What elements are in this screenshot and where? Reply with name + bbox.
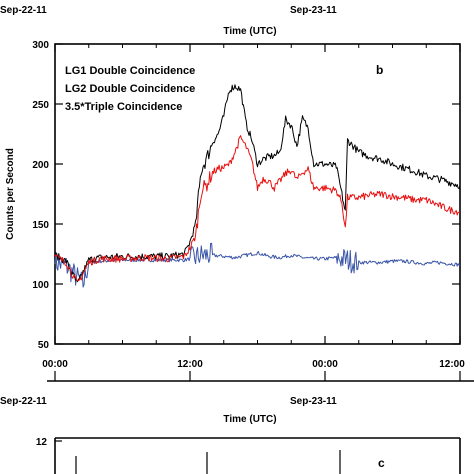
top-ticks: [54, 44, 461, 344]
top-date-label-1: Sep-22-11: [0, 5, 47, 16]
x-tick-label-3: 12:00: [439, 359, 465, 370]
y-tick-label-150: 150: [32, 220, 49, 231]
panel-letter-c: c: [378, 456, 385, 470]
series-line-lg1: [54, 135, 461, 282]
y-tick-label-250: 250: [32, 100, 49, 111]
panel-c-date-label-2: Sep-23-11: [290, 396, 337, 407]
x-tick-label-0: 00:00: [42, 359, 68, 370]
series-line-lg2: [54, 84, 461, 283]
top-axis-title: Time (UTC): [223, 26, 276, 37]
panel-c-date-label-1: Sep-22-11: [0, 396, 47, 407]
series-line-triple: [54, 242, 461, 288]
x-tick-labels: 00:00 12:00 00:00 12:00: [42, 359, 465, 370]
y-ticks: 50 100 150 200 250 300: [32, 40, 460, 351]
panel-c-top-ticks: [54, 371, 461, 381]
y-tick-label-50: 50: [38, 340, 50, 351]
series-layer: [54, 84, 461, 288]
panel-letter-b: b: [376, 63, 383, 77]
x-tick-label-2: 00:00: [312, 359, 338, 370]
y-tick-label-200: 200: [32, 160, 49, 171]
legend-triple: 3.5*Triple Coincidence: [65, 101, 182, 113]
panel-c-y-tick-12: 12: [36, 437, 48, 448]
legend-lg2: LG2 Double Coincidence: [65, 83, 195, 95]
y-axis-label: Counts per Second: [5, 148, 16, 240]
y-tick-label-300: 300: [32, 40, 49, 51]
legend: LG1 Double Coincidence LG2 Double Coinci…: [65, 65, 195, 113]
y-tick-label-100: 100: [32, 280, 49, 291]
panel-c-axis-title: Time (UTC): [223, 414, 276, 425]
top-date-label-2: Sep-23-11: [290, 5, 337, 16]
legend-lg1: LG1 Double Coincidence: [65, 65, 195, 77]
x-tick-label-1: 12:00: [177, 359, 203, 370]
